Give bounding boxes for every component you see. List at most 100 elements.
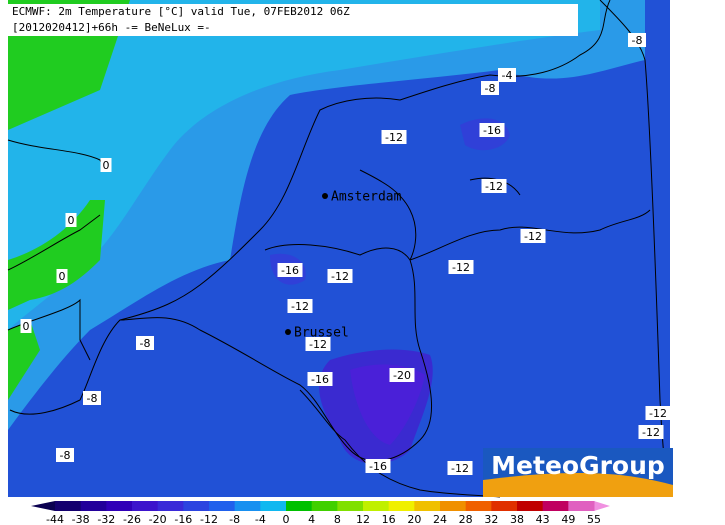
colorbar-segment	[440, 501, 467, 511]
logo-text: MeteoGroup	[491, 451, 665, 480]
contour-label-box	[327, 269, 353, 283]
colorbar-tick-label: -12	[200, 513, 218, 525]
colorbar-tick-label: -8	[229, 513, 240, 525]
colorbar-segment	[465, 501, 492, 511]
contour-label: -12	[291, 300, 309, 313]
contour-label: -4	[502, 69, 513, 82]
contour-label-box	[136, 336, 154, 350]
contour-label: 0	[103, 159, 110, 172]
colorbar-tick-label: -32	[97, 513, 115, 525]
mild-area	[8, 0, 600, 330]
colorbar-segment	[132, 501, 159, 511]
colorbar-segment	[311, 501, 338, 511]
contour-label-box	[638, 425, 664, 439]
colorbar-tick-label: -38	[72, 513, 90, 525]
colorbar-tick-label: 4	[308, 513, 315, 525]
contour-label-box	[645, 406, 671, 420]
contour-label-box	[479, 123, 505, 137]
colorbar-segment	[286, 501, 313, 511]
colorbar-tick-label: 12	[356, 513, 370, 525]
city-name: Amsterdam	[331, 190, 402, 205]
colorbar-segment	[106, 501, 133, 511]
contour-label-box	[520, 229, 546, 243]
colorbar-tick-label: 24	[433, 513, 447, 525]
contour-label: -12	[451, 462, 469, 475]
colorbar-segment	[260, 501, 287, 511]
contour-label-box	[287, 299, 313, 313]
contour-label: -8	[87, 392, 98, 405]
header-subtitle: [2012020412]+66h -= BeNeLux =-	[12, 21, 211, 34]
colorbar: -44 -38 -32 -26 -20 -16 -12 -8 -4 0 4 8 12 16 20 24 28 32…	[31, 501, 610, 525]
contour-label-box	[628, 33, 646, 47]
colorbar-tick-label: 55	[587, 513, 601, 525]
contour-label: -12	[485, 180, 503, 193]
colorbar-segment	[209, 501, 236, 511]
contour-label: -16	[311, 373, 329, 386]
contour-label-box	[307, 372, 333, 386]
colorbar-segment	[568, 501, 595, 511]
colorbar-tick-label: 8	[334, 513, 341, 525]
colorbar-tick-label: 28	[459, 513, 473, 525]
contour-label-box	[498, 68, 516, 82]
contour-label: -16	[483, 124, 501, 137]
contour-label: -12	[642, 426, 660, 439]
colorbar-segment	[517, 501, 544, 511]
logo-swoosh	[483, 473, 673, 497]
colorbar-arrow	[594, 501, 610, 511]
colorbar-tick-label: 0	[283, 513, 290, 525]
header-title: ECMWF: 2m Temperature [°C] valid Tue, 07…	[12, 5, 350, 18]
colorbar-segment	[388, 501, 415, 511]
contour-label: -8	[140, 337, 151, 350]
contour-label-box	[65, 213, 77, 227]
contour-label: 0	[23, 320, 30, 333]
colorbar-segment	[80, 501, 107, 511]
contour-label-box	[481, 179, 507, 193]
colorbar-segment	[234, 501, 261, 511]
contour-label: -16	[369, 460, 387, 473]
colorbar-tick-label: 38	[510, 513, 524, 525]
contour-label: -8	[485, 82, 496, 95]
contour-label: -12	[331, 270, 349, 283]
contour-label-box	[389, 368, 415, 382]
contour-label: -8	[60, 449, 71, 462]
contour-label-box	[277, 263, 303, 277]
contour-label-box	[365, 459, 391, 473]
contour-label: 0	[59, 270, 66, 283]
labels: -8 -4 -8 -16 -12 0 -12 0 -12 -16 -12 -12 0 -12 0 -8 -12 -…	[20, 33, 671, 475]
contour-label-box	[381, 130, 407, 144]
colorbar-tick-label: 16	[382, 513, 396, 525]
colorbar-segment	[414, 501, 441, 511]
colorbar-tick-label: -20	[149, 513, 167, 525]
city-marker	[285, 329, 291, 335]
contour-label-box	[83, 391, 101, 405]
contour-label: -12	[452, 261, 470, 274]
colorbar-tick-label: -44	[46, 513, 64, 525]
colorbar-tick-label: 49	[561, 513, 575, 525]
contour-label: -16	[281, 264, 299, 277]
colorbar-segment	[55, 501, 82, 511]
contour-label: -12	[524, 230, 542, 243]
contour-label-box	[447, 461, 473, 475]
contour-label: -12	[309, 338, 327, 351]
colorbar-tick-label: 32	[484, 513, 498, 525]
colorbar-tick-label: 20	[407, 513, 421, 525]
contour-label-box	[56, 269, 68, 283]
city-name: Brussel	[294, 326, 349, 341]
colorbar-arrow	[31, 501, 55, 511]
colorbar-segment	[157, 501, 184, 511]
colorbar-tick-label: -4	[255, 513, 266, 525]
colorbar-tick-label: 43	[536, 513, 550, 525]
city-marker	[322, 193, 328, 199]
contour-label-box	[305, 337, 331, 351]
colorbar-tick-label: -16	[174, 513, 192, 525]
contour-label-box	[448, 260, 474, 274]
contour-label: -20	[393, 369, 411, 382]
contour-label: 0	[68, 214, 75, 227]
header-box	[8, 4, 578, 36]
colorbar-segment	[337, 501, 364, 511]
contour-label-box	[100, 158, 112, 172]
contour-label-box	[481, 81, 499, 95]
cold-area	[350, 364, 425, 445]
contour-label-box	[20, 319, 32, 333]
